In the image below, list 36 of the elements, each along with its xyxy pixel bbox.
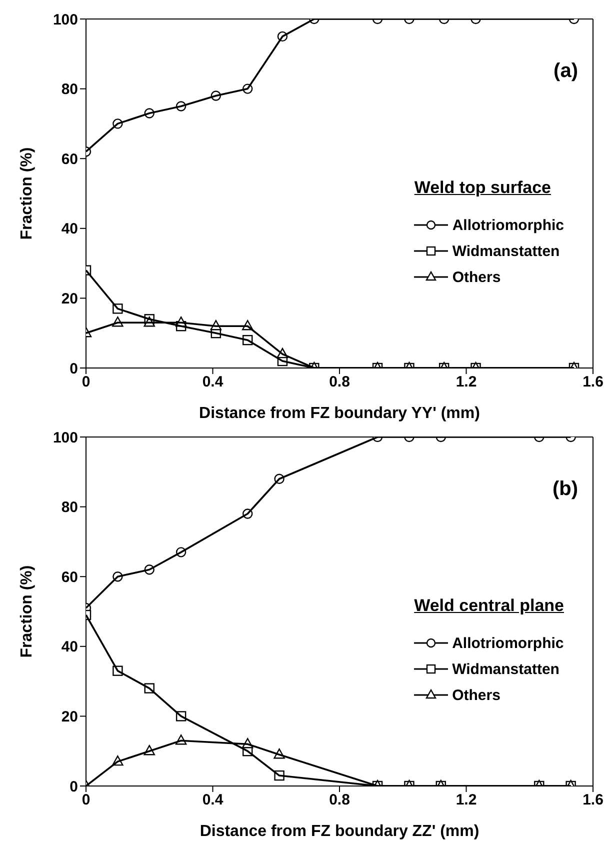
- y-tick-label: 40: [61, 220, 78, 238]
- y-tick-label: 60: [61, 150, 78, 168]
- x-tick-label: 1.2: [456, 792, 477, 809]
- y-tick-label: 0: [70, 778, 78, 796]
- y-tick-label: 80: [61, 81, 78, 98]
- x-tick-label: 0.4: [202, 374, 224, 391]
- y-tick-label: 100: [52, 11, 78, 28]
- x-tick-label: 1.2: [456, 374, 477, 391]
- y-tick-label: 40: [61, 638, 78, 656]
- y-axis-title: Fraction (%): [18, 565, 36, 658]
- legend-label: Allotriomorphic: [452, 216, 564, 234]
- x-tick-label: 1.6: [582, 374, 604, 391]
- x-tick-label: 0.8: [329, 792, 350, 809]
- x-tick-label: 0: [82, 792, 90, 809]
- annotation: (b): [552, 478, 578, 501]
- y-axis-title: Fraction (%): [18, 147, 36, 240]
- y-tick-label: 100: [52, 429, 78, 446]
- x-tick-label: 0: [82, 374, 90, 391]
- y-tick-label: 60: [61, 568, 78, 586]
- x-tick-label: 0.8: [329, 374, 350, 391]
- annotation: (a): [554, 60, 578, 83]
- x-axis-title: Distance from FZ boundary ZZ' (mm): [200, 823, 480, 840]
- legend-label: Allotriomorphic: [452, 634, 564, 652]
- legend-label: Others: [452, 686, 500, 704]
- legend-label: Widmanstatten: [452, 242, 560, 260]
- x-tick-label: 0.4: [202, 792, 224, 809]
- legend-label: Others: [452, 268, 501, 286]
- legend-title: Weld central plane: [414, 596, 564, 616]
- x-tick-label: 1.6: [582, 792, 604, 809]
- x-axis-title: Distance from FZ boundary YY' (mm): [199, 405, 480, 422]
- legend-title: Weld top surface: [414, 178, 552, 198]
- y-tick-label: 20: [61, 290, 78, 308]
- y-tick-label: 0: [70, 360, 78, 378]
- y-tick-label: 20: [61, 708, 78, 726]
- y-tick-label: 80: [61, 499, 78, 516]
- legend-label: Widmanstatten: [452, 660, 560, 678]
